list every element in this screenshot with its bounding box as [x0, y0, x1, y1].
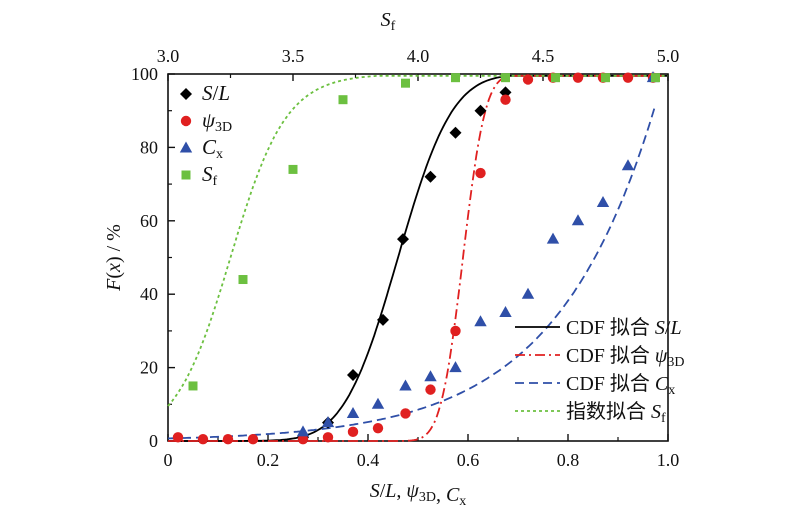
point-circle-1-0	[172, 432, 184, 443]
point-square-3-5	[451, 73, 460, 83]
point-circle-1-5	[322, 432, 334, 443]
point-triangle-2-12	[596, 195, 610, 207]
legend-label-1: ψ3D	[202, 108, 232, 135]
bottom-tick-label: 0.4	[357, 450, 380, 470]
bottom-tick-label: 1.0	[657, 450, 680, 470]
point-diamond-0-2	[347, 368, 359, 381]
y-axis-label: F(x) / %	[103, 224, 125, 292]
point-square-3-1	[238, 275, 248, 285]
top-tick-label: 4.5	[532, 46, 555, 66]
legend-marker-triangle	[179, 141, 193, 153]
left-tick-label: 40	[140, 284, 158, 304]
top-tick-label: 5.0	[657, 46, 680, 66]
legend-label-0: S/L	[202, 81, 230, 105]
legend-marker-diamond	[180, 88, 192, 100]
point-square-3-9	[651, 73, 660, 83]
point-circle-1-7	[372, 422, 384, 434]
top-tick-label: 3.5	[282, 46, 305, 66]
point-triangle-2-0	[296, 425, 310, 437]
point-circle-1-11	[475, 167, 486, 179]
left-tick-label: 80	[140, 137, 158, 157]
fit-curve-2	[168, 104, 657, 440]
axis-labels: S/L, ψ3D, Cx Sf F(x) / %	[103, 9, 466, 509]
point-square-3-3	[338, 95, 348, 105]
point-triangle-2-11	[571, 214, 585, 226]
point-triangle-2-9	[521, 287, 535, 299]
point-triangle-2-13	[621, 159, 635, 171]
point-triangle-2-3	[371, 397, 385, 409]
point-triangle-2-4	[399, 379, 412, 391]
axis-ticks: 0 0.2 0.4 0.6 0.8 1.0 3.0 3.5 4.0 4.5 5.0 0 20 40 60 80…	[131, 46, 679, 470]
point-square-3-7	[551, 73, 560, 83]
point-diamond-0-7	[474, 104, 487, 117]
legend-fit-label-3: 指数拟合 Sf	[566, 400, 666, 426]
x-axis-label: S/L, ψ3D, Cx	[370, 480, 467, 509]
left-tick-label: 20	[140, 358, 158, 378]
top-tick-label: 3.0	[157, 46, 180, 66]
point-triangle-2-6	[449, 361, 462, 373]
bottom-tick-label: 0.6	[457, 450, 480, 470]
point-circle-1-8	[400, 408, 411, 419]
point-circle-1-10	[450, 325, 461, 337]
point-triangle-2-8	[499, 306, 512, 318]
legend-label-3: Sf	[202, 162, 218, 189]
point-square-3-8	[601, 73, 610, 83]
point-diamond-0-6	[449, 126, 462, 139]
data-markers	[172, 71, 660, 445]
bottom-tick-label: 0.2	[257, 450, 280, 470]
left-tick-label: 0	[149, 431, 158, 451]
point-circle-1-4	[297, 433, 309, 445]
point-diamond-0-4	[397, 233, 409, 246]
point-triangle-2-2	[346, 406, 360, 418]
point-triangle-2-1	[321, 416, 335, 428]
fit-curve-3	[167, 74, 668, 407]
point-circle-1-6	[347, 426, 359, 438]
bottom-tick-label: 0	[164, 450, 173, 470]
point-square-3-0	[188, 381, 198, 391]
point-circle-1-2	[222, 433, 234, 445]
left-tick-label: 100	[131, 64, 158, 84]
point-circle-1-13	[522, 74, 534, 85]
point-triangle-2-5	[424, 370, 437, 382]
bottom-tick-label: 0.8	[557, 450, 580, 470]
point-square-3-6	[501, 73, 510, 83]
legend-marker-square	[181, 170, 191, 180]
point-diamond-0-8	[499, 86, 512, 99]
point-triangle-2-10	[546, 232, 560, 244]
point-circle-1-1	[197, 433, 209, 445]
legend-marker-circle	[180, 115, 192, 127]
point-diamond-0-5	[424, 170, 437, 183]
point-square-3-4	[401, 78, 410, 88]
legend-label-2: Cx	[202, 135, 223, 162]
legend-fit-label-1: CDF 拟合 ψ3D	[566, 344, 684, 370]
point-triangle-2-7	[474, 315, 487, 327]
point-diamond-0-3	[377, 313, 389, 326]
point-circle-1-9	[425, 384, 436, 395]
point-circle-1-17	[622, 72, 634, 83]
legend-fit-label-0: CDF 拟合 S/L	[566, 316, 682, 339]
top-axis-label: Sf	[381, 9, 396, 34]
point-circle-1-15	[572, 72, 584, 83]
left-tick-label: 60	[140, 211, 158, 231]
top-tick-label: 4.0	[407, 46, 430, 66]
legend-fit-label-2: CDF 拟合 Cx	[566, 372, 675, 398]
point-square-3-2	[288, 164, 298, 174]
point-circle-1-12	[500, 94, 511, 105]
point-circle-1-3	[247, 433, 259, 445]
